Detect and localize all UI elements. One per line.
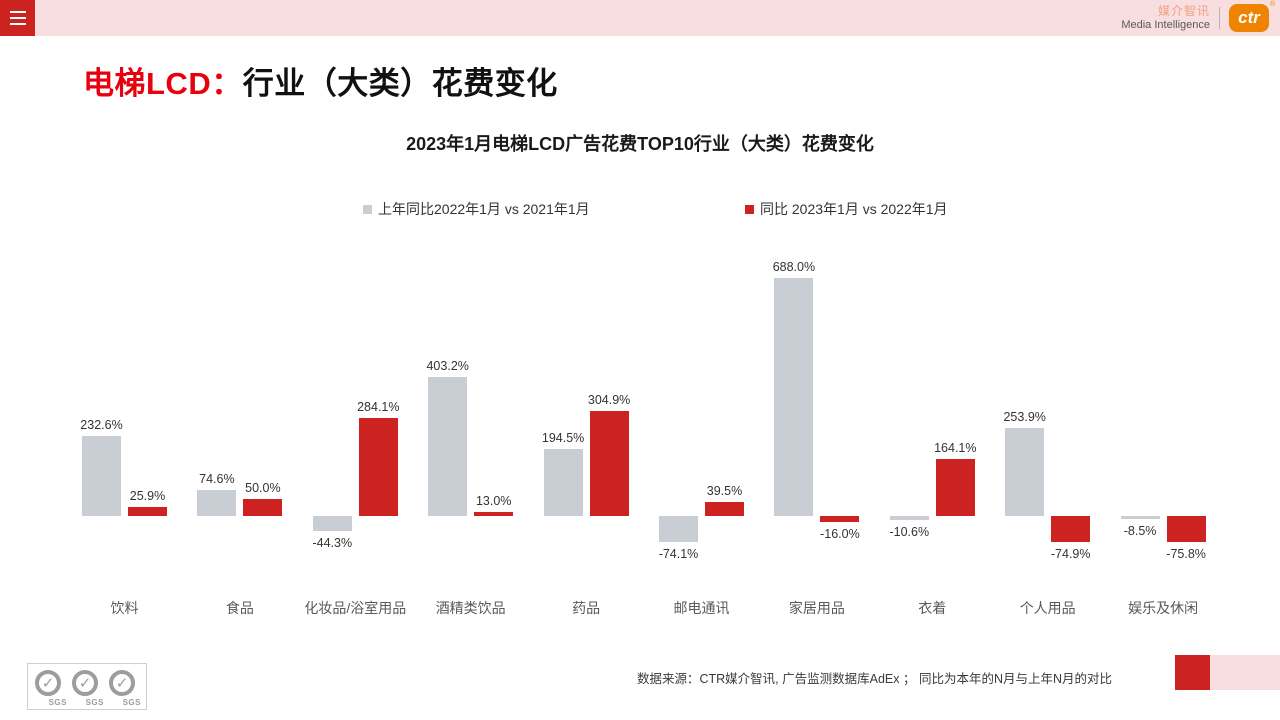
- bar-value-label: 39.5%: [706, 484, 743, 499]
- chart-title: 2023年1月电梯LCD广告花费TOP10行业（大类）花费变化: [406, 134, 874, 154]
- bar-prev-yoy: [1120, 516, 1160, 519]
- category-label: 家居用品: [788, 600, 845, 616]
- bar-curr-yoy: [128, 507, 167, 516]
- hamburger-icon: [9, 11, 26, 25]
- bar-curr-yoy: [243, 498, 283, 516]
- menu-button[interactable]: [0, 0, 35, 36]
- bar-value-label: 304.9%: [587, 392, 631, 407]
- bar-prev-yoy: [197, 490, 237, 516]
- category-label: 食品: [225, 600, 254, 616]
- bar-curr-yoy: [358, 417, 398, 516]
- legend-item-curr-yoy: 同比 2023年1月 vs 2022年1月: [745, 199, 948, 219]
- bar-curr-yoy: [820, 516, 860, 522]
- bar-prev-yoy: [428, 376, 468, 516]
- page-title: 电梯LCD：行业（大类）花费变化: [83, 58, 558, 103]
- category-label: 饮料: [110, 600, 139, 616]
- bar-prev-yoy: [1005, 428, 1045, 516]
- sgs-certification-icon: ✓ SGS: [107, 667, 141, 707]
- legend-label-prev-yoy: 上年同比2022年1月 vs 2021年1月: [378, 201, 590, 217]
- bar-value-label: -16.0%: [820, 526, 860, 541]
- bar-value-label: 284.1%: [357, 399, 400, 414]
- page-title-rest: 行业（大类）花费变化: [242, 66, 558, 101]
- legend-swatch-red: [745, 204, 754, 214]
- registered-trademark-icon: ®: [1269, 1, 1275, 8]
- bar-value-label: 688.0%: [772, 260, 816, 274]
- bar-value-label: 403.2%: [426, 358, 469, 373]
- bar-value-label: 13.0%: [475, 493, 512, 508]
- brand-text: 媒介智讯 Media Intelligence: [1121, 3, 1210, 31]
- bar-value-label: 164.1%: [934, 441, 977, 456]
- bar-prev-yoy: [312, 516, 352, 532]
- bar-value-label: -8.5%: [1123, 523, 1157, 538]
- data-source-note: 数据来源：CTR媒介智讯, 广告监测数据库AdEx ； 同比为本年的N月与上年N…: [636, 672, 1112, 686]
- footer-pink-block: [1210, 655, 1280, 690]
- legend-swatch-gray: [363, 204, 372, 214]
- category-label: 个人用品: [1019, 600, 1076, 616]
- bar-curr-yoy: [1166, 516, 1206, 543]
- bar-value-label: -74.9%: [1050, 546, 1091, 561]
- category-label: 衣着: [918, 600, 947, 616]
- ctr-logo-box: ctr: [1229, 4, 1269, 32]
- category-label: 酒精类饮品: [435, 600, 506, 616]
- top-bar: 媒介智讯 Media Intelligence ctr ®: [0, 0, 1280, 36]
- category-label: 娱乐及休闲: [1128, 600, 1199, 616]
- bar-value-label: -44.3%: [312, 536, 353, 551]
- bar-value-label: 232.6%: [80, 417, 123, 432]
- bar-prev-yoy: [889, 516, 929, 520]
- bar-value-label: 253.9%: [1003, 410, 1046, 425]
- footer-red-block: [1175, 655, 1210, 690]
- legend-label-curr-yoy: 同比 2023年1月 vs 2022年1月: [760, 201, 948, 217]
- bar-prev-yoy: [659, 516, 698, 542]
- chart-plot: 232.6% 25.9% 饮料 74.6% 50.0% 食品 -44.3% 284.1% 化妆品…: [0, 230, 1280, 630]
- page-title-highlight: 电梯LCD：: [83, 66, 243, 101]
- bar-value-label: 25.9%: [129, 489, 166, 504]
- bar-value-label: -10.6%: [889, 524, 930, 539]
- sgs-certification-badges: ✓ SGS ✓ SGS ✓ SGS: [27, 663, 147, 710]
- bar-value-label: 194.5%: [541, 430, 585, 445]
- bar-prev-yoy: [774, 278, 814, 516]
- legend-item-prev-yoy: 上年同比2022年1月 vs 2021年1月: [363, 199, 590, 219]
- bar-value-label: 50.0%: [245, 480, 281, 495]
- sgs-certification-icon: ✓ SGS: [33, 667, 67, 707]
- bar-value-label: -74.1%: [658, 546, 699, 561]
- bar-prev-yoy: [543, 448, 583, 516]
- bar-value-label: -75.8%: [1166, 547, 1206, 562]
- sgs-certification-icon: ✓ SGS: [70, 667, 104, 707]
- ctr-logo: ctr ®: [1229, 1, 1275, 32]
- brand-area: 媒介智讯 Media Intelligence ctr ®: [1121, 1, 1275, 34]
- bar-curr-yoy: [935, 459, 975, 516]
- brand-name-en: Media Intelligence: [1121, 18, 1210, 31]
- brand-divider: [1219, 7, 1220, 29]
- category-label: 药品: [572, 600, 601, 616]
- bar-curr-yoy: [705, 502, 744, 516]
- bar-curr-yoy: [1051, 516, 1091, 542]
- bar-prev-yoy: [82, 435, 121, 516]
- category-label: 邮电通讯: [673, 600, 730, 616]
- brand-name-cn: 媒介智讯: [1157, 3, 1210, 18]
- bar-curr-yoy: [474, 511, 514, 516]
- bar-curr-yoy: [589, 410, 629, 516]
- bar-value-label: 74.6%: [199, 472, 235, 487]
- category-label: 化妆品/浴室用品: [304, 600, 407, 616]
